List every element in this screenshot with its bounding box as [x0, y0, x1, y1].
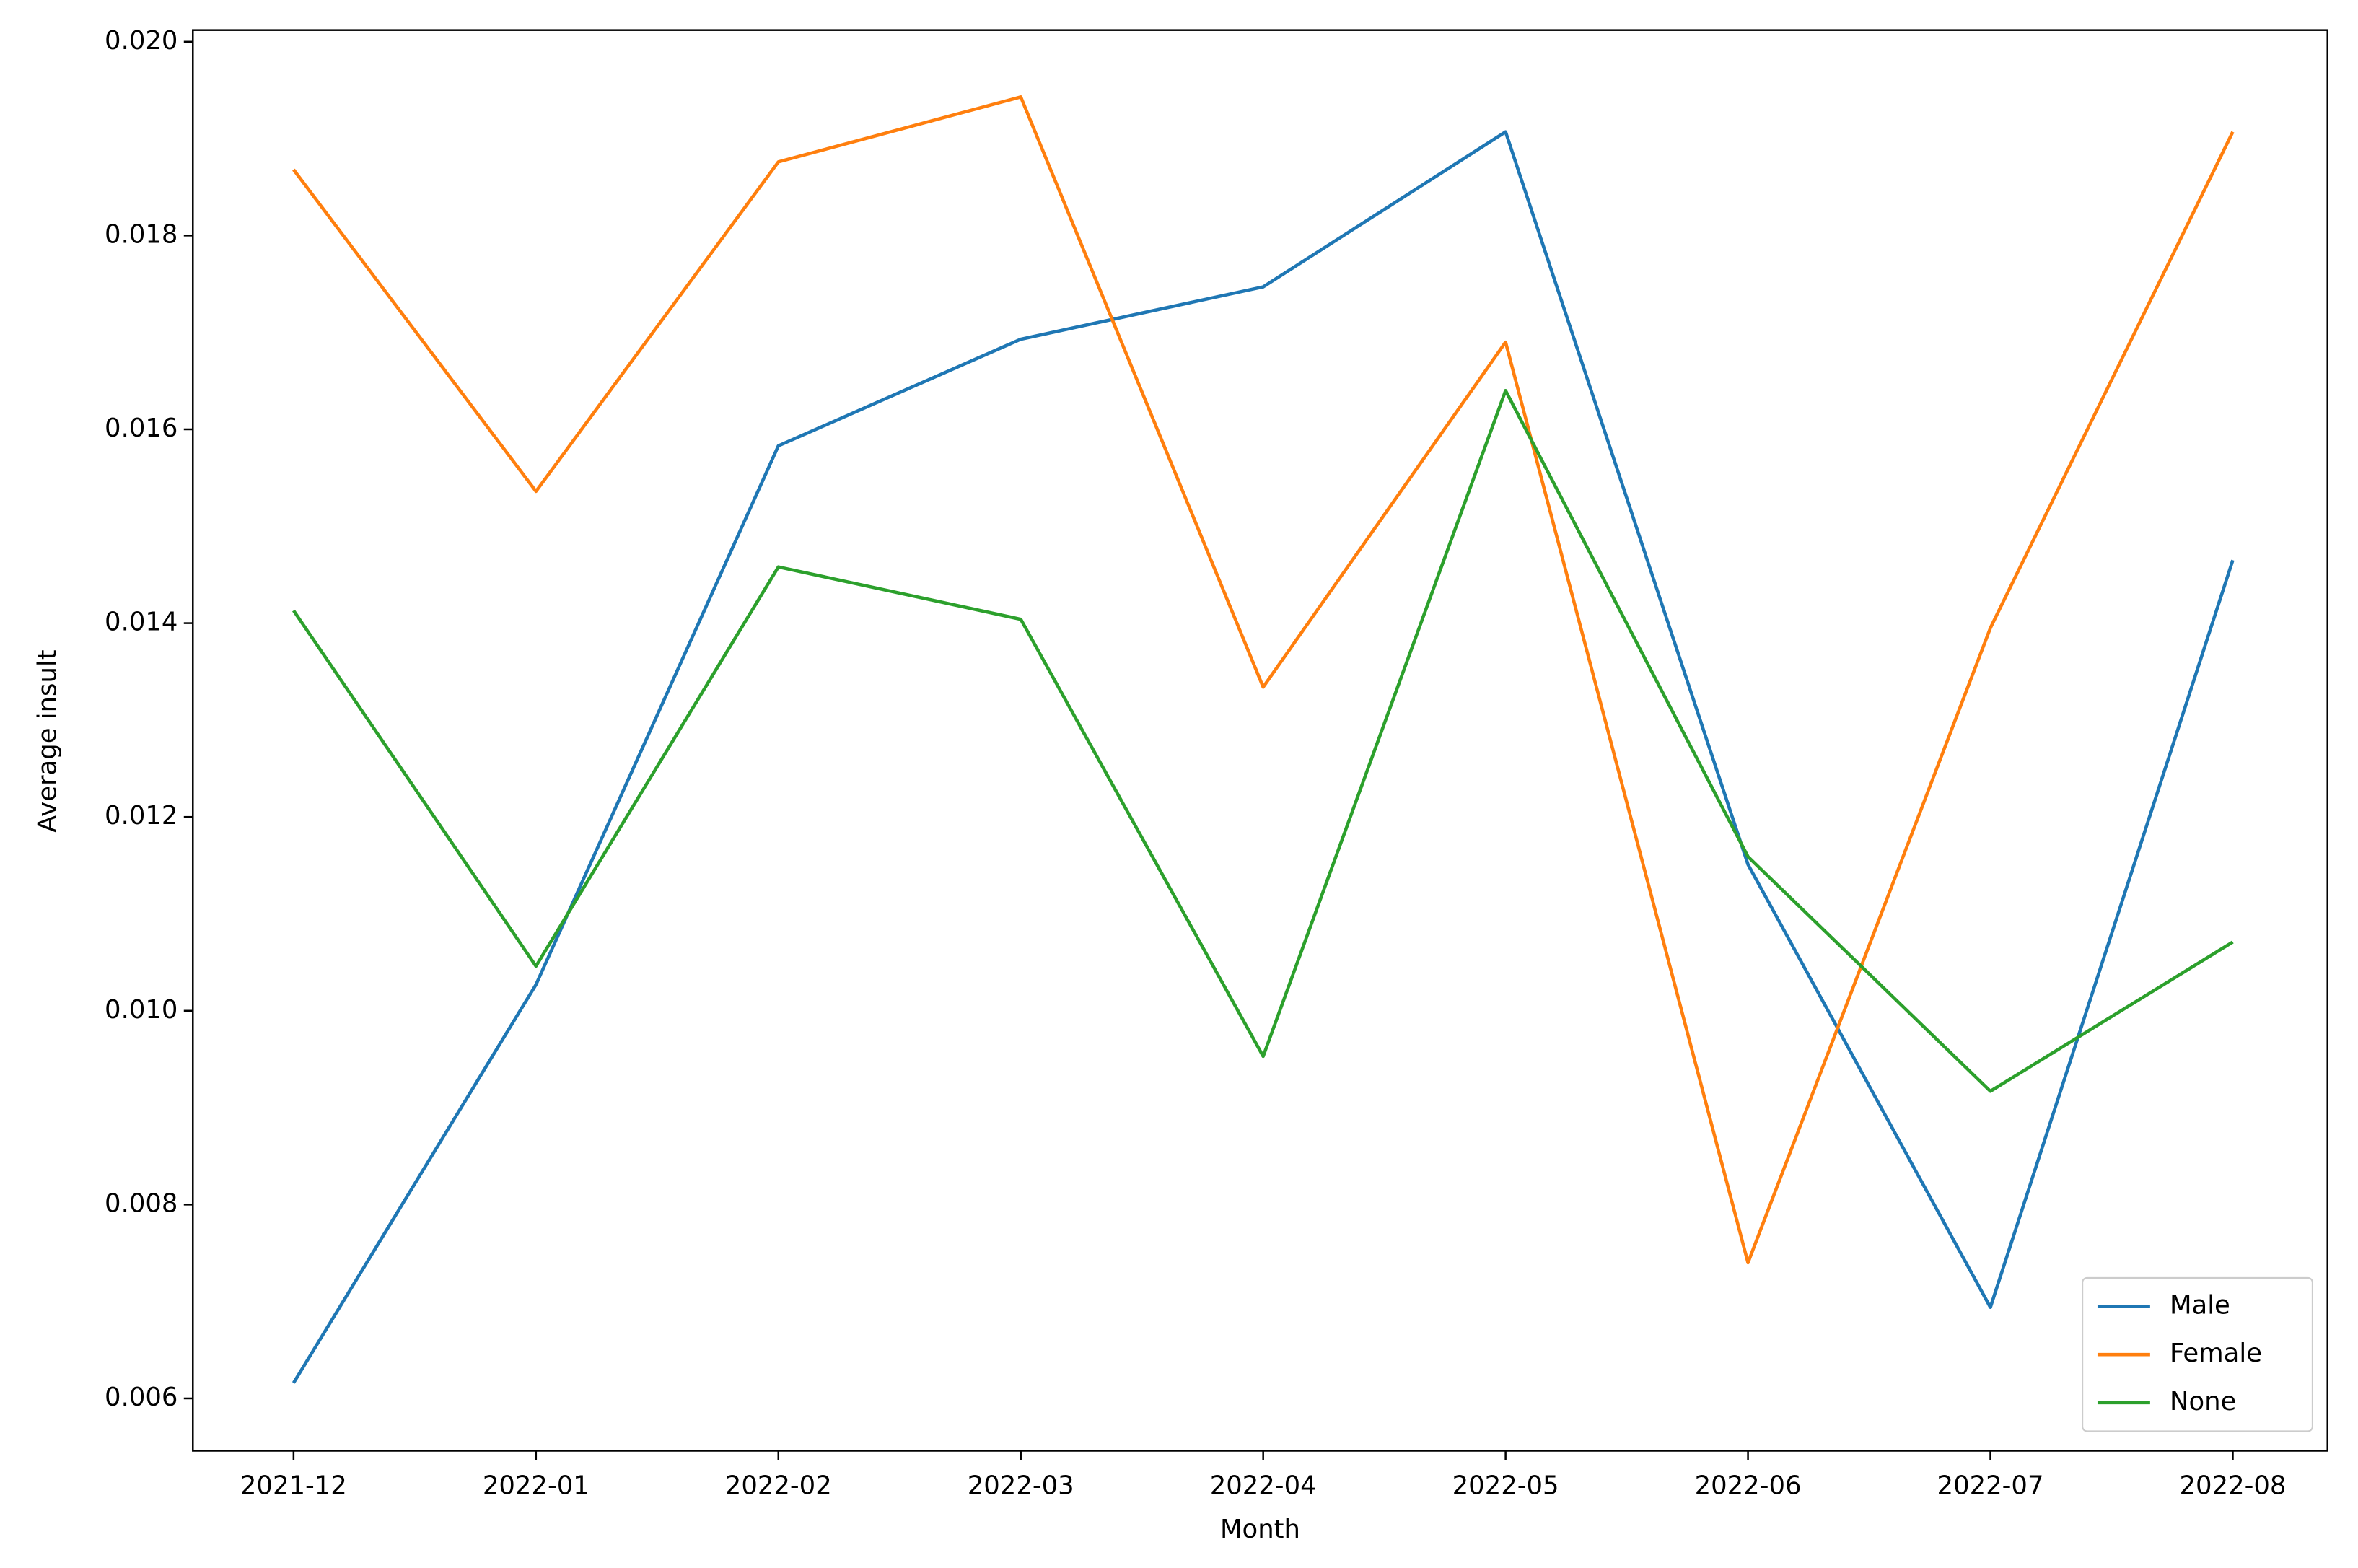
- x-tick-label: 2021-12: [240, 1471, 347, 1500]
- y-tick-label: 0.006: [105, 1383, 177, 1412]
- y-tick-label: 0.014: [105, 608, 177, 637]
- line-series: [292, 95, 2235, 1265]
- x-tick-label: 2022-03: [968, 1471, 1074, 1500]
- line-series: [292, 130, 2235, 1384]
- x-tick-label: 2022-04: [1210, 1471, 1317, 1500]
- legend-box: [2082, 1276, 2313, 1432]
- y-tick-label: 0.012: [105, 801, 177, 831]
- x-tick-label: 2022-07: [1937, 1471, 2044, 1500]
- y-axis-label: Average insult: [32, 649, 62, 833]
- legend-label: None: [2170, 1387, 2236, 1416]
- y-tick-label: 0.016: [105, 413, 177, 443]
- line-series: [292, 388, 2234, 1093]
- x-tick-label: 2022-06: [1695, 1471, 1802, 1500]
- legend-label: Male: [2170, 1290, 2230, 1320]
- x-tick-label: 2022-05: [1452, 1471, 1559, 1500]
- x-tick-label: 2022-08: [2180, 1471, 2287, 1500]
- y-tick-label: 0.020: [105, 26, 177, 56]
- x-tick-label: 2022-01: [483, 1471, 590, 1500]
- x-tick-label: 2022-02: [725, 1471, 832, 1500]
- x-axis-label: Month: [1220, 1515, 1300, 1544]
- plot-frame: [192, 29, 2328, 1452]
- legend-label: Female: [2170, 1339, 2262, 1368]
- y-tick-label: 0.008: [105, 1188, 177, 1218]
- y-tick-label: 0.010: [105, 995, 177, 1025]
- y-tick-label: 0.018: [105, 219, 177, 249]
